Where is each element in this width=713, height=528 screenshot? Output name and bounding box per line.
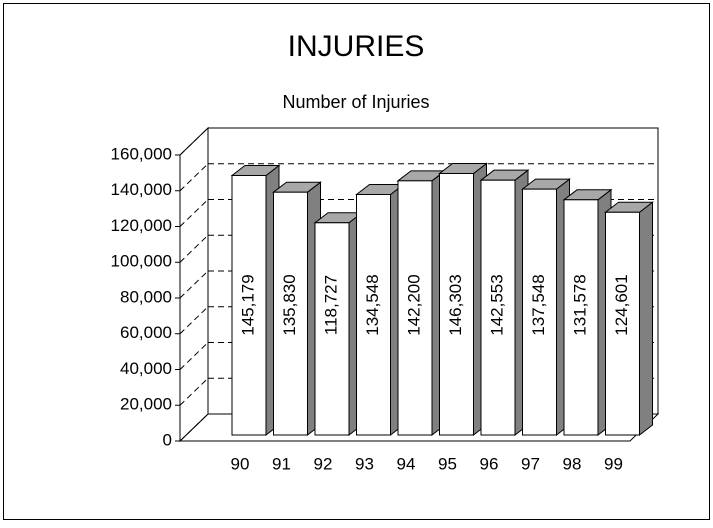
grid-line xyxy=(179,413,209,442)
x-tick-label: 90 xyxy=(231,454,250,473)
x-tick-label: 92 xyxy=(314,454,333,473)
y-tick-label: 20,000 xyxy=(120,395,172,414)
bar xyxy=(231,174,267,436)
x-tick-label: 95 xyxy=(438,454,457,473)
x-tick-label: 98 xyxy=(563,454,582,473)
grid-line xyxy=(179,234,209,263)
value-label: 124,601 xyxy=(612,274,631,335)
chart-title: INJURIES xyxy=(288,30,425,63)
left-wall xyxy=(179,126,209,443)
y-tick-label: 140,000 xyxy=(111,180,172,199)
grid-line xyxy=(179,377,209,406)
y-tick-label: 0 xyxy=(163,430,172,449)
y-tick-label: 60,000 xyxy=(120,323,172,342)
grid-line xyxy=(179,199,209,227)
grid-line xyxy=(179,342,209,370)
value-label: 118,727 xyxy=(321,275,340,335)
bar xyxy=(314,222,350,436)
grid-line xyxy=(179,270,209,299)
grid-line xyxy=(179,127,209,156)
value-label: 137,548 xyxy=(529,274,548,335)
value-label: 142,200 xyxy=(404,274,423,335)
chart-subtitle: Number of Injuries xyxy=(282,92,429,112)
bar xyxy=(480,179,516,436)
x-tick-label: 91 xyxy=(272,454,291,473)
bar xyxy=(563,199,599,436)
bar xyxy=(356,193,391,436)
value-label: 145,179 xyxy=(238,274,257,335)
bar-side xyxy=(639,201,653,437)
y-tick-label: 40,000 xyxy=(120,359,172,378)
y-tick-label: 80,000 xyxy=(120,287,172,306)
value-label: 131,578 xyxy=(570,274,589,335)
bar xyxy=(522,188,557,436)
value-label: 135,830 xyxy=(280,274,299,335)
y-tick-label: 160,000 xyxy=(111,144,172,163)
x-tick-label: 96 xyxy=(480,454,499,473)
grid-line xyxy=(179,306,209,335)
bar xyxy=(397,180,433,436)
bar xyxy=(605,211,640,436)
grid-line xyxy=(179,163,209,192)
x-tick-label: 99 xyxy=(604,454,623,473)
value-label: 146,303 xyxy=(446,274,465,335)
value-label: 134,548 xyxy=(363,274,382,335)
x-tick-label: 97 xyxy=(521,454,540,473)
y-tick-label: 120,000 xyxy=(111,216,172,235)
bar xyxy=(439,172,474,436)
y-tick-label: 100,000 xyxy=(111,252,172,271)
x-tick-label: 93 xyxy=(355,454,374,473)
value-label: 142,553 xyxy=(487,274,506,335)
x-tick-label: 94 xyxy=(397,454,416,473)
bar xyxy=(273,191,308,436)
